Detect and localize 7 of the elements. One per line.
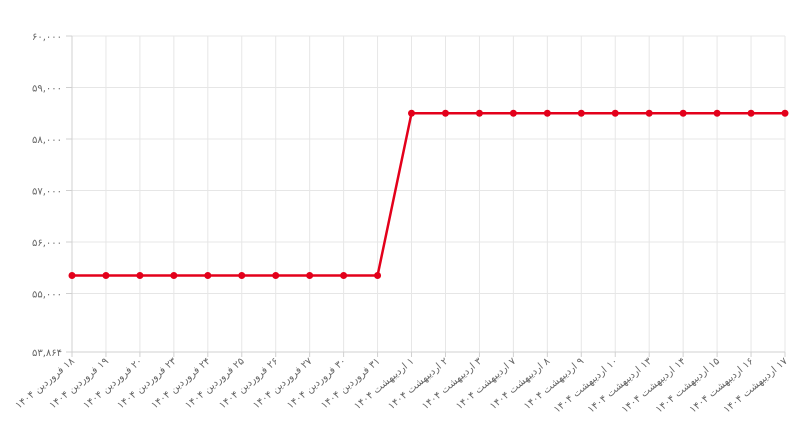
- y-tick-label: ۵۶,۰۰۰: [32, 238, 62, 249]
- y-tick-label: ۵۵,۰۰۰: [32, 289, 62, 300]
- y-tick-label: ۵۷,۰۰۰: [32, 186, 62, 198]
- y-tick-label: ۵۸,۰۰۰: [32, 135, 62, 146]
- y-tick-label: ۶۰,۰۰۰: [32, 32, 62, 43]
- y-tick-label: ۵۳,۸۶۴: [32, 348, 62, 359]
- y-tick-label: ۵۹,۰۰۰: [32, 84, 62, 94]
